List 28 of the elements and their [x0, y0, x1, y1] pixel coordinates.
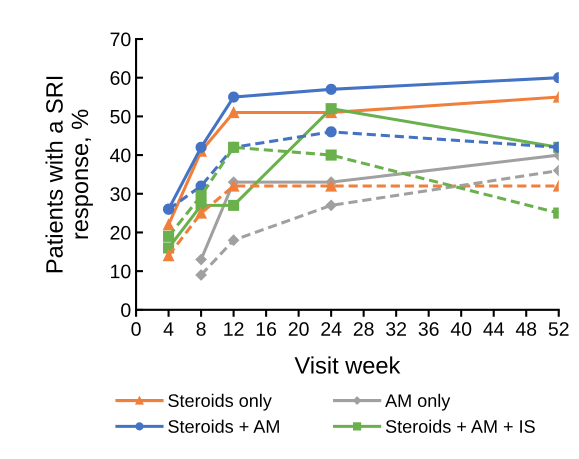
legend-label: Steroids + AM: [168, 420, 279, 433]
x-tick-label: 4: [164, 322, 174, 336]
y-tick-label: 60: [110, 71, 130, 85]
y-axis-title: Patients with a SRI response, %: [45, 76, 93, 272]
x-tick-label: 12: [224, 322, 244, 336]
x-tick-label: 0: [131, 322, 141, 336]
legend-label: Steroids + AM + IS: [386, 420, 535, 433]
x-tick-label: 20: [288, 322, 309, 336]
x-tick-label: 44: [483, 322, 504, 336]
y-tick-label: 20: [110, 226, 130, 240]
y-tick-label: 40: [110, 148, 130, 162]
x-tick-label: 28: [354, 322, 374, 336]
y-tick-label: 70: [110, 32, 130, 46]
x-tick-label: 16: [256, 322, 276, 336]
x-tick-label: 8: [196, 322, 206, 336]
y-tick-label: 0: [121, 303, 130, 318]
y-tick-label: 30: [110, 187, 130, 201]
x-tick-label: 40: [450, 322, 472, 336]
x-tick-label: 24: [321, 322, 342, 336]
x-tick-label: 36: [418, 322, 439, 336]
x-tick-label: 52: [548, 322, 569, 336]
legend-label: AM only: [385, 394, 450, 411]
legend-label: Steroids only: [168, 394, 272, 411]
y-tick-label: 50: [110, 110, 130, 124]
x-axis-title: Visit week: [294, 356, 400, 374]
x-tick-label: 48: [516, 322, 536, 336]
x-tick-label: 32: [386, 322, 406, 336]
y-tick-label: 10: [111, 264, 130, 278]
